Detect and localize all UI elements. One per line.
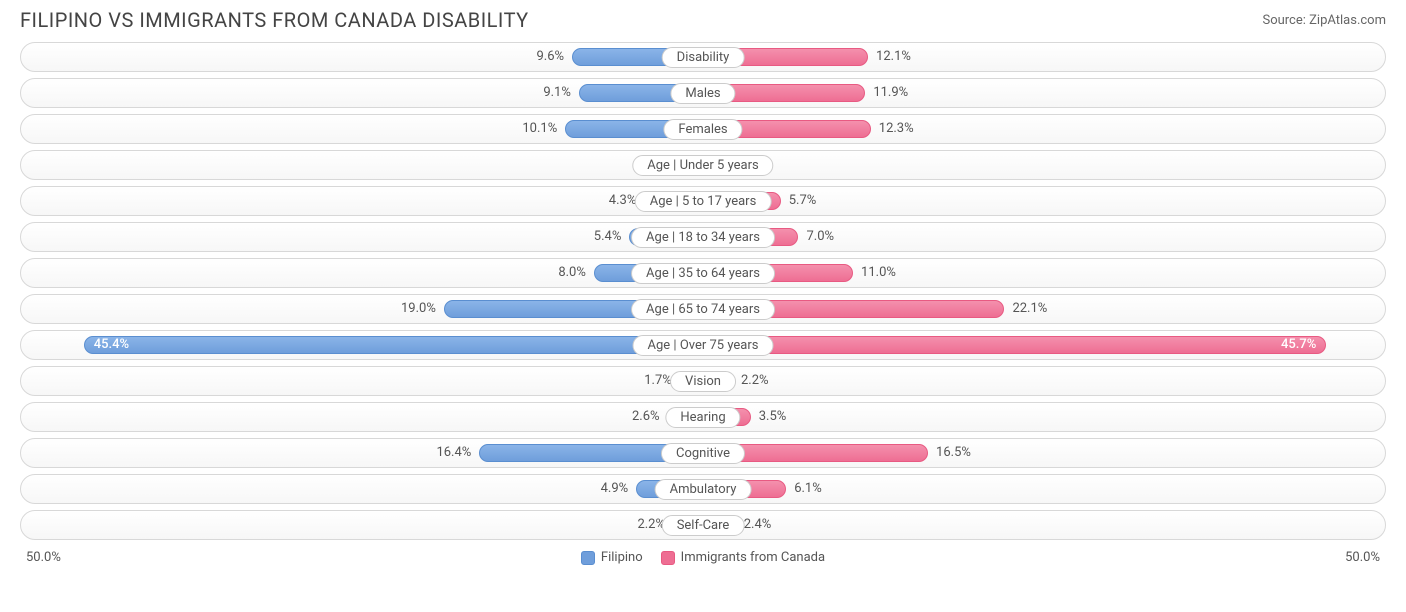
value-label-right: 12.1% [868, 43, 911, 73]
chart-source: Source: ZipAtlas.com [1262, 13, 1386, 28]
legend-item-left: Filipino [581, 550, 643, 565]
value-label-right: 22.1% [1004, 295, 1047, 325]
legend: Filipino Immigrants from Canada [581, 550, 825, 565]
bar-row: 19.0% 22.1% Age | 65 to 74 years [20, 294, 1386, 324]
axis-right-max: 50.0% [1345, 550, 1380, 565]
chart-title: FILIPINO VS IMMIGRANTS FROM CANADA DISAB… [20, 8, 529, 32]
value-label-right: 11.9% [865, 79, 908, 109]
category-badge: Age | 65 to 74 years [631, 299, 775, 320]
legend-swatch-left [581, 551, 595, 565]
value-label-right: 45.7% [1281, 331, 1326, 361]
value-label-left: 10.1% [522, 115, 565, 145]
value-label-right: 2.2% [733, 367, 769, 397]
value-label-right: 7.0% [798, 223, 834, 253]
category-badge: Ambulatory [655, 479, 752, 500]
value-label-left: 9.6% [537, 43, 573, 73]
category-badge: Females [663, 119, 742, 140]
category-badge: Age | 18 to 34 years [631, 227, 775, 248]
value-label-right: 6.1% [786, 475, 822, 505]
value-label-right: 12.3% [871, 115, 914, 145]
bar-row: 8.0% 11.0% Age | 35 to 64 years [20, 258, 1386, 288]
legend-label-left: Filipino [601, 550, 643, 565]
axis-left-max: 50.0% [26, 550, 61, 565]
value-label-right: 11.0% [853, 259, 896, 289]
value-label-left: 8.0% [558, 259, 594, 289]
bar-row: 2.6% 3.5% Hearing [20, 402, 1386, 432]
bar-row: 4.9% 6.1% Ambulatory [20, 474, 1386, 504]
category-badge: Age | Under 5 years [632, 155, 773, 176]
category-badge: Self-Care [662, 515, 745, 536]
bar-row: 1.1%1.4%Age | Under 5 years [20, 150, 1386, 180]
category-badge: Vision [670, 371, 736, 392]
bar-row: 1.7%2.2%Vision [20, 366, 1386, 396]
bar-right [703, 336, 1326, 354]
bar-row: 16.4% 16.5% Cognitive [20, 438, 1386, 468]
bar-row: 2.2%2.4%Self-Care [20, 510, 1386, 540]
category-badge: Cognitive [661, 443, 745, 464]
value-label-left: 16.4% [436, 439, 479, 469]
category-badge: Age | 35 to 64 years [631, 263, 775, 284]
bar-row: 4.3%5.7%Age | 5 to 17 years [20, 186, 1386, 216]
bar-row: 45.4% 45.7% Age | Over 75 years [20, 330, 1386, 360]
value-label-right: 3.5% [751, 403, 787, 433]
bar-row: 5.4% 7.0% Age | 18 to 34 years [20, 222, 1386, 252]
value-label-left: 45.4% [84, 331, 129, 361]
bar-row: 9.1% 11.9% Males [20, 78, 1386, 108]
category-badge: Hearing [665, 407, 740, 428]
value-label-left: 5.4% [594, 223, 630, 253]
bar-row: 10.1% 12.3% Females [20, 114, 1386, 144]
category-badge: Age | Over 75 years [633, 335, 774, 356]
legend-item-right: Immigrants from Canada [661, 550, 825, 565]
value-label-right: 5.7% [781, 187, 817, 217]
bar-left [84, 336, 703, 354]
value-label-left: 2.6% [632, 403, 668, 433]
legend-swatch-right [661, 551, 675, 565]
chart-area: 9.6% 12.1% Disability 9.1% 11.9% Males 10.1% 12… [0, 36, 1406, 550]
legend-label-right: Immigrants from Canada [681, 550, 825, 565]
category-badge: Males [670, 83, 735, 104]
bar-row: 9.6% 12.1% Disability [20, 42, 1386, 72]
value-label-left: 19.0% [401, 295, 444, 325]
value-label-right: 16.5% [928, 439, 971, 469]
chart-footer: 50.0% Filipino Immigrants from Canada 50… [0, 550, 1406, 565]
category-badge: Age | 5 to 17 years [635, 191, 772, 212]
chart-header: FILIPINO VS IMMIGRANTS FROM CANADA DISAB… [0, 0, 1406, 36]
value-label-left: 4.9% [601, 475, 637, 505]
category-badge: Disability [662, 47, 745, 68]
value-label-left: 9.1% [543, 79, 579, 109]
